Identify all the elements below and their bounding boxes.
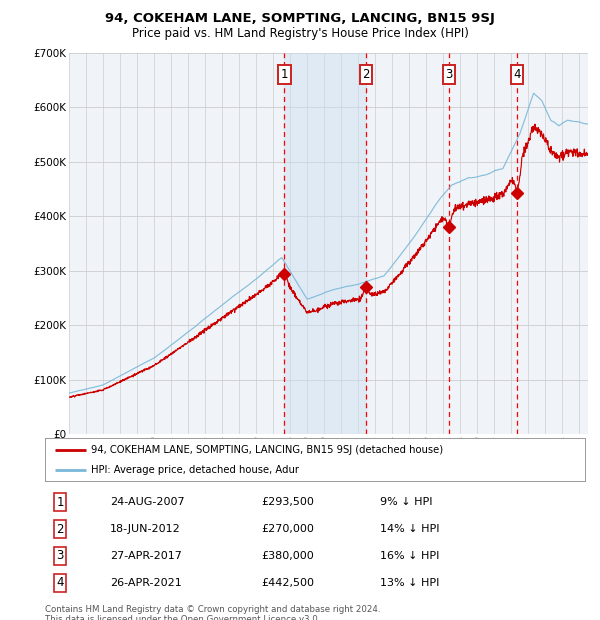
Text: 4: 4 xyxy=(56,576,64,589)
Text: 9% ↓ HPI: 9% ↓ HPI xyxy=(380,497,432,507)
Text: 4: 4 xyxy=(513,68,521,81)
Text: 14% ↓ HPI: 14% ↓ HPI xyxy=(380,524,439,534)
Text: 94, COKEHAM LANE, SOMPTING, LANCING, BN15 9SJ (detached house): 94, COKEHAM LANE, SOMPTING, LANCING, BN1… xyxy=(91,445,443,455)
Text: 13% ↓ HPI: 13% ↓ HPI xyxy=(380,578,439,588)
Text: 26-APR-2021: 26-APR-2021 xyxy=(110,578,182,588)
Text: 2: 2 xyxy=(56,523,64,536)
Text: 2: 2 xyxy=(362,68,370,81)
Bar xyxy=(284,53,366,434)
Text: 18-JUN-2012: 18-JUN-2012 xyxy=(110,524,181,534)
Text: 1: 1 xyxy=(56,496,64,509)
Text: £380,000: £380,000 xyxy=(261,551,314,561)
Text: 1: 1 xyxy=(281,68,288,81)
Text: HPI: Average price, detached house, Adur: HPI: Average price, detached house, Adur xyxy=(91,465,299,475)
Text: 94, COKEHAM LANE, SOMPTING, LANCING, BN15 9SJ: 94, COKEHAM LANE, SOMPTING, LANCING, BN1… xyxy=(105,12,495,25)
Text: 27-APR-2017: 27-APR-2017 xyxy=(110,551,182,561)
Text: 24-AUG-2007: 24-AUG-2007 xyxy=(110,497,184,507)
Text: Price paid vs. HM Land Registry's House Price Index (HPI): Price paid vs. HM Land Registry's House … xyxy=(131,27,469,40)
Text: 3: 3 xyxy=(445,68,452,81)
Text: 16% ↓ HPI: 16% ↓ HPI xyxy=(380,551,439,561)
Text: £442,500: £442,500 xyxy=(261,578,314,588)
Text: Contains HM Land Registry data © Crown copyright and database right 2024.
This d: Contains HM Land Registry data © Crown c… xyxy=(45,604,380,620)
Text: 3: 3 xyxy=(56,549,64,562)
Text: £293,500: £293,500 xyxy=(261,497,314,507)
Text: £270,000: £270,000 xyxy=(261,524,314,534)
